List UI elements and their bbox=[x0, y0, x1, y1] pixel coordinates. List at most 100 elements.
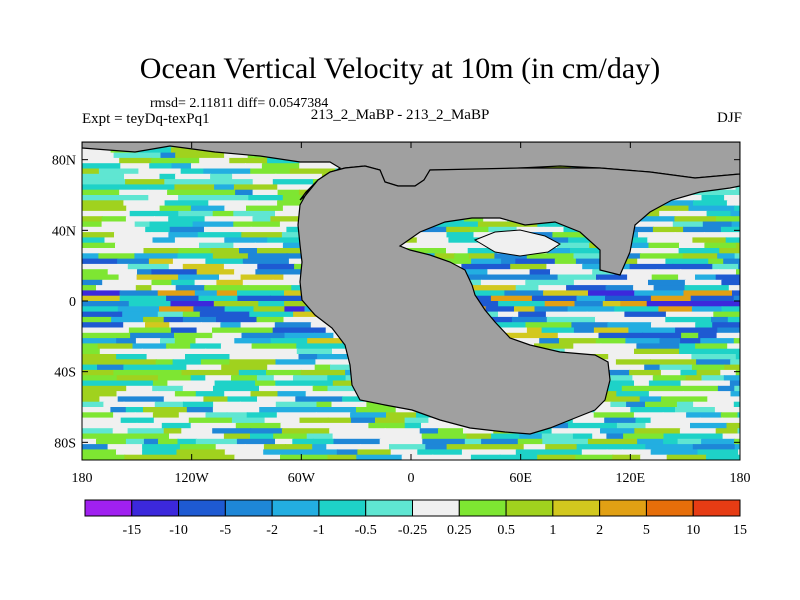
field-cell bbox=[97, 343, 134, 350]
field-cell bbox=[82, 396, 101, 403]
field-cell bbox=[175, 152, 226, 159]
colorbar-swatch bbox=[365, 499, 413, 517]
field-cell bbox=[594, 407, 632, 414]
field-cell bbox=[167, 380, 216, 387]
field-cell bbox=[733, 338, 740, 345]
field-cell bbox=[573, 253, 622, 260]
field-cell bbox=[263, 444, 287, 451]
field-cell bbox=[293, 311, 333, 318]
field-cell bbox=[683, 290, 734, 297]
field-cell bbox=[596, 274, 629, 281]
field-cell bbox=[149, 163, 173, 170]
field-cell bbox=[161, 454, 191, 460]
field-cell bbox=[307, 407, 357, 414]
field-cell bbox=[675, 327, 719, 334]
field-cell bbox=[275, 401, 318, 408]
field-cell bbox=[155, 359, 174, 366]
field-cell bbox=[252, 216, 272, 223]
field-cell bbox=[634, 348, 681, 355]
field-cell bbox=[141, 348, 171, 355]
field-cell bbox=[628, 327, 677, 334]
field-cell bbox=[676, 401, 695, 408]
field-cell bbox=[210, 173, 234, 181]
field-cell bbox=[159, 306, 195, 313]
field-cell bbox=[651, 274, 680, 281]
field-cell bbox=[660, 369, 682, 377]
field-cell bbox=[233, 184, 279, 191]
field-cell bbox=[154, 216, 170, 223]
field-cell bbox=[633, 412, 664, 419]
latitude-axis: 80N 40N 0 40S 80S bbox=[52, 154, 740, 451]
field-cell bbox=[737, 428, 740, 435]
field-cell bbox=[725, 237, 740, 244]
field-cell bbox=[434, 253, 456, 260]
field-cell bbox=[529, 269, 552, 276]
field-cell bbox=[279, 221, 296, 228]
field-cell bbox=[239, 237, 269, 244]
field-cell bbox=[733, 401, 740, 408]
field-cell bbox=[683, 226, 722, 234]
field-cell bbox=[96, 438, 127, 446]
field-cell bbox=[247, 285, 293, 292]
field-cell bbox=[634, 290, 685, 297]
field-cell bbox=[648, 242, 680, 249]
field-cell bbox=[448, 237, 498, 244]
field-cell bbox=[477, 221, 506, 228]
field-cell bbox=[190, 422, 237, 430]
field-cell bbox=[82, 438, 97, 446]
field-cell bbox=[629, 369, 662, 377]
field-cell bbox=[171, 279, 196, 287]
field-cell bbox=[708, 258, 725, 265]
field-cell bbox=[82, 232, 115, 239]
field-cell bbox=[169, 348, 207, 355]
field-cell bbox=[719, 248, 740, 255]
field-cell bbox=[272, 327, 308, 334]
field-cell bbox=[97, 364, 125, 371]
field-cell bbox=[312, 444, 328, 451]
field-cell bbox=[595, 338, 627, 345]
field-cell bbox=[296, 348, 333, 355]
field-cell bbox=[720, 226, 740, 234]
field-cell bbox=[178, 248, 212, 255]
field-cell bbox=[276, 412, 317, 419]
field-cell bbox=[679, 428, 717, 435]
field-cell bbox=[600, 428, 636, 435]
field-cell bbox=[572, 433, 594, 440]
field-cell bbox=[470, 454, 501, 460]
field-cell bbox=[199, 157, 231, 165]
field-cell bbox=[182, 311, 201, 318]
field-cell bbox=[197, 369, 240, 377]
field-cell bbox=[390, 449, 419, 456]
field-cell bbox=[421, 433, 468, 440]
field-cell bbox=[734, 205, 740, 212]
field-cell bbox=[491, 433, 521, 440]
field-cell bbox=[134, 253, 179, 260]
field-cell bbox=[593, 327, 630, 334]
field-cell bbox=[236, 438, 276, 446]
field-cell bbox=[182, 263, 225, 271]
field-cell bbox=[571, 322, 609, 329]
field-cell bbox=[96, 285, 137, 292]
field-cell bbox=[546, 248, 571, 255]
field-cell bbox=[732, 290, 740, 297]
field-cell bbox=[234, 454, 281, 460]
field-cell bbox=[684, 279, 723, 287]
field-cell bbox=[644, 364, 661, 371]
field-cell bbox=[192, 221, 235, 228]
field-cell bbox=[704, 242, 738, 249]
field-cell bbox=[605, 444, 647, 451]
field-cell bbox=[257, 396, 297, 403]
field-cell bbox=[299, 417, 329, 424]
field-cell bbox=[233, 242, 256, 249]
field-cell bbox=[314, 364, 331, 371]
field-cell bbox=[283, 316, 327, 324]
field-cell bbox=[295, 396, 344, 403]
field-cell bbox=[638, 232, 676, 239]
field-cell bbox=[82, 364, 98, 371]
field-cell bbox=[729, 380, 740, 387]
field-cell bbox=[163, 428, 183, 435]
field-cell bbox=[525, 279, 575, 287]
field-cell bbox=[255, 380, 277, 387]
field-cell bbox=[272, 179, 314, 186]
longitude-axis: 180 120W 60W 0 60E 120E 180 bbox=[72, 142, 751, 486]
